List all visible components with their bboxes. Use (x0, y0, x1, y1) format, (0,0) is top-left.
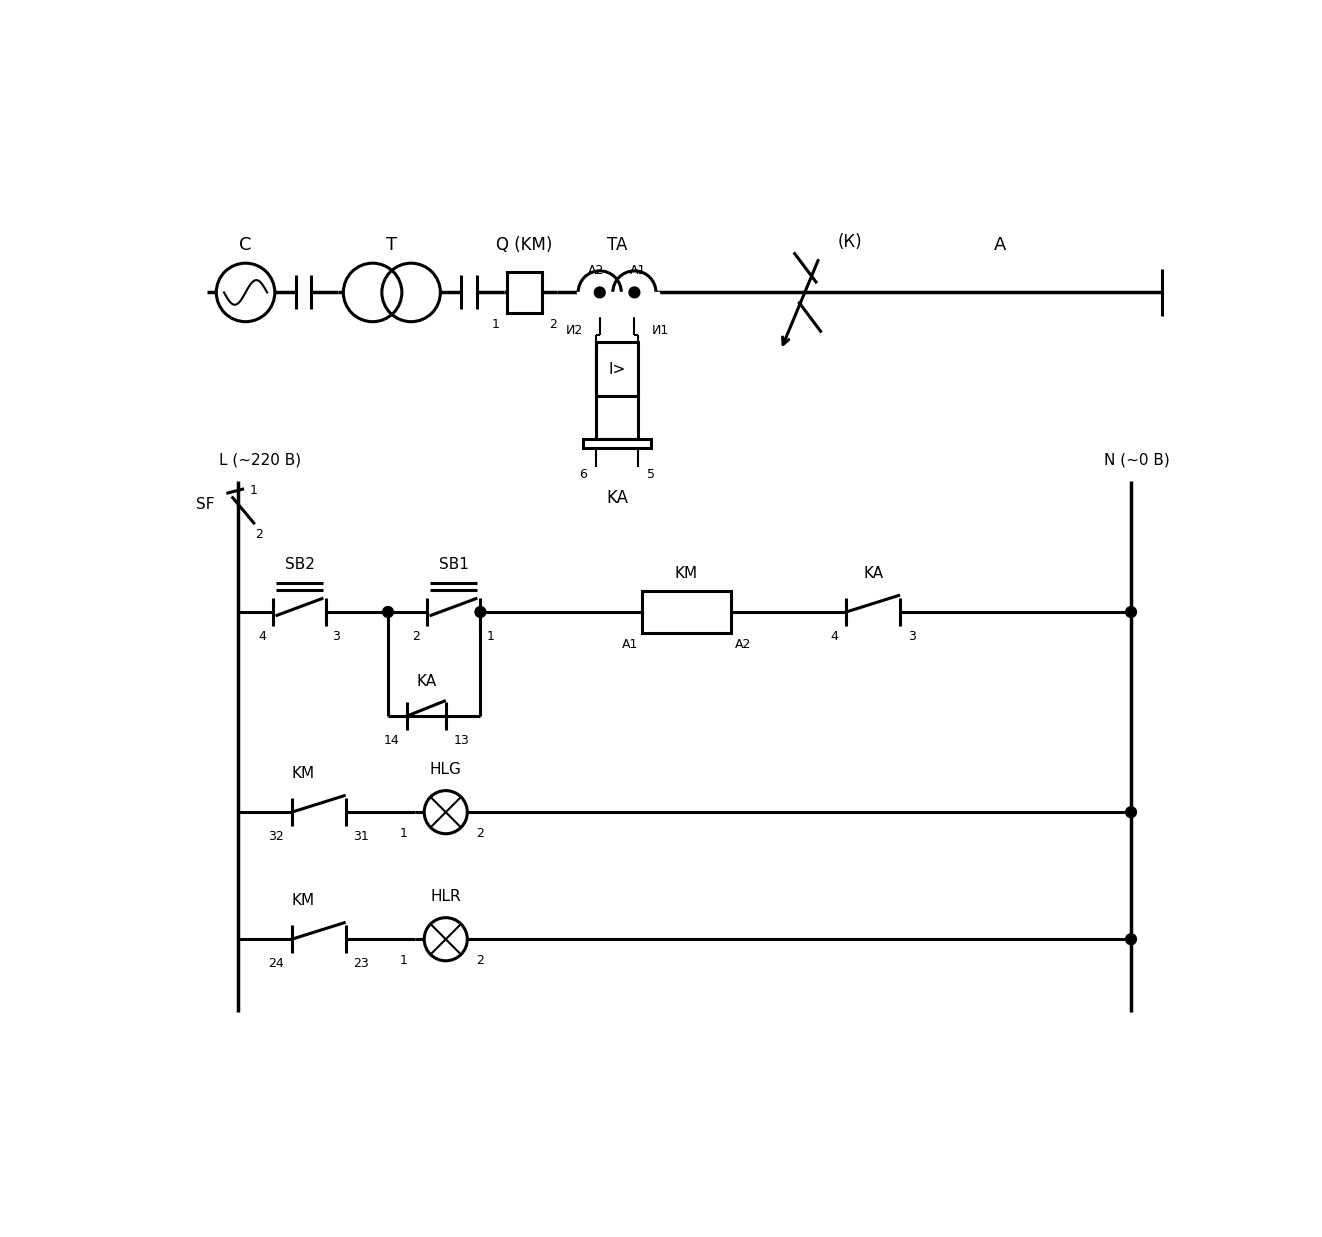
Text: HLG: HLG (430, 762, 461, 777)
Text: 2: 2 (550, 318, 558, 332)
Text: Q (KM): Q (KM) (497, 236, 553, 254)
Text: A2: A2 (735, 638, 751, 651)
Text: 2: 2 (476, 828, 484, 840)
Text: 23: 23 (353, 957, 369, 970)
Bar (596, 396, 639, 439)
Text: KA: KA (863, 567, 883, 581)
Text: (К): (К) (838, 234, 862, 251)
Text: 4: 4 (830, 630, 838, 643)
Text: 4: 4 (259, 630, 266, 643)
Text: 1: 1 (399, 954, 407, 967)
Text: 1: 1 (399, 828, 407, 840)
Text: 32: 32 (268, 830, 284, 844)
Text: KA: KA (605, 489, 628, 507)
Text: 1: 1 (250, 484, 258, 497)
Text: I>: I> (608, 362, 625, 377)
Circle shape (595, 287, 605, 298)
Text: T: T (386, 236, 398, 254)
Text: А: А (994, 236, 1006, 254)
Text: И1: И1 (652, 324, 669, 338)
Text: TA: TA (607, 236, 627, 254)
Text: 14: 14 (383, 734, 399, 747)
Text: И2: И2 (566, 324, 583, 338)
Text: 2: 2 (412, 630, 420, 643)
Text: 2: 2 (476, 954, 484, 967)
Text: KM: KM (292, 893, 315, 908)
Text: L (~220 В): L (~220 В) (218, 452, 300, 468)
Text: 1: 1 (486, 630, 494, 643)
Text: 13: 13 (453, 734, 469, 747)
Text: N (~0 В): N (~0 В) (1104, 452, 1170, 468)
Bar (576, 292, 660, 315)
Circle shape (1125, 807, 1137, 818)
Circle shape (629, 287, 640, 298)
Text: 1: 1 (492, 318, 500, 332)
Text: KM: KM (292, 766, 315, 782)
Text: SB1: SB1 (439, 557, 468, 571)
Text: HLR: HLR (431, 889, 461, 904)
Bar (642, 591, 731, 633)
Text: 31: 31 (353, 830, 369, 844)
Text: KM: KM (674, 567, 698, 581)
Circle shape (1125, 606, 1137, 617)
Text: KA: KA (416, 674, 436, 689)
Text: 6: 6 (579, 469, 587, 481)
Text: 3: 3 (333, 630, 341, 643)
Text: А1: А1 (631, 265, 646, 277)
Bar (596, 343, 639, 396)
Text: А2: А2 (588, 265, 604, 277)
Text: SF: SF (196, 497, 214, 512)
Circle shape (1125, 934, 1137, 945)
Text: SB2: SB2 (284, 557, 315, 571)
Circle shape (475, 606, 485, 617)
Bar (583, 439, 650, 448)
Text: 24: 24 (268, 957, 284, 970)
Text: 2: 2 (255, 528, 263, 542)
Text: A1: A1 (621, 638, 639, 651)
Text: 3: 3 (908, 630, 916, 643)
Text: 5: 5 (648, 469, 656, 481)
Bar (508, 272, 542, 313)
Text: C: C (239, 236, 251, 254)
Circle shape (382, 606, 394, 617)
